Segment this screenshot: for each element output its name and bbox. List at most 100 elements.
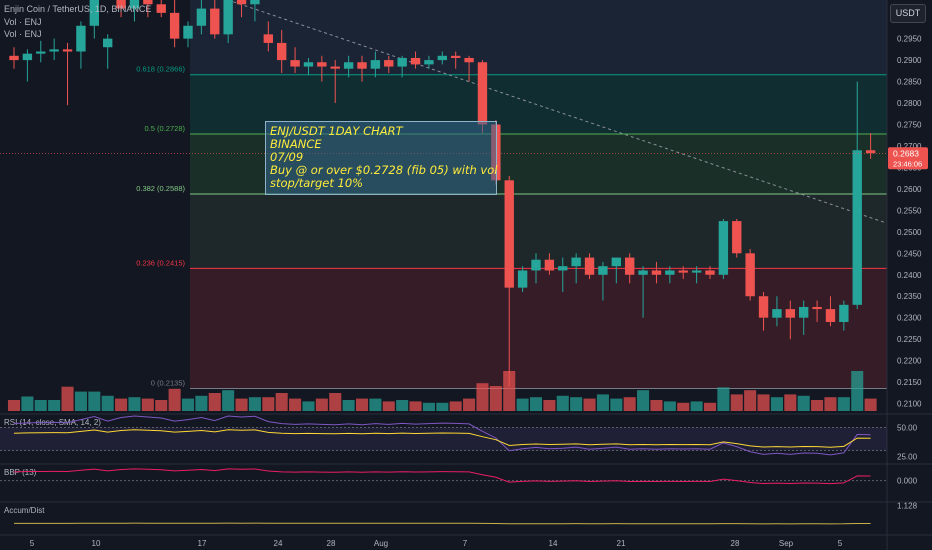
indicator-line-2 [13,522,871,525]
candle-body-11 [156,4,166,13]
candle-body-1 [22,53,33,61]
time-tick-11: 5 [838,539,843,548]
volume-bar-40 [543,400,556,411]
candle-body-42 [571,257,581,267]
candle-body-34 [464,57,474,63]
volume-bar-61 [824,397,837,411]
candle-body-52 [705,270,715,275]
fib-label-0: 0.618 (0.2866) [136,65,185,74]
annotation-line-1: ENJ/USDT 1DAY CHART [270,124,403,138]
candle-body-26 [357,62,367,69]
candle-body-56 [758,296,769,318]
volume-bar-56 [757,394,770,411]
candle-body-58 [785,309,795,318]
volume-bar-14 [195,395,208,411]
candle-body-9 [129,0,140,9]
candle-body-32 [437,55,447,61]
currency-button[interactable]: USDT [890,4,926,23]
volume-bar-55 [744,390,757,411]
price-axis-bg [887,0,932,550]
last-price-value: 0.2683 [893,148,919,158]
candle-body-28 [384,60,394,67]
volume-bar-30 [409,401,422,411]
fib-label-3: 0.236 (0.2415) [136,258,185,267]
volume-bar-62 [837,397,850,411]
candle-body-2 [36,51,46,54]
candle-body-59 [799,306,809,318]
time-tick-8: 21 [617,539,626,548]
volume-bar-33 [449,401,462,411]
indicator-line-0 [13,415,871,456]
candle-body-46 [625,257,635,275]
candle-body-3 [49,49,59,52]
candle-body-53 [718,221,729,275]
fib-label-1: 0.5 (0.2728) [145,124,186,133]
candle-body-6 [89,0,99,26]
volume-bar-9 [128,397,141,411]
candle-body-13 [183,25,193,39]
candle-body-38 [517,270,528,288]
rsi-band [0,427,887,451]
volume-bar-16 [222,390,235,411]
price-tick-1: 0.2950 [897,35,922,44]
candle-body-35 [477,62,488,125]
volume-bar-28 [382,401,395,411]
volume-legend-2[interactable]: Vol · ENJ [4,29,42,39]
time-tick-7: 14 [549,539,558,548]
candle-body-17 [236,0,247,5]
volume-bar-42 [570,397,583,411]
price-tick-3: 0.2850 [897,78,922,87]
price-tick-4: 0.2800 [897,99,922,108]
candle-body-62 [839,304,849,322]
candle-body-5 [76,25,86,52]
indicator-title-1: BBP (13) [4,468,37,477]
candle-body-0 [9,55,19,61]
volume-bar-22 [302,401,315,411]
candle-body-16 [223,0,233,35]
price-tick-15: 0.2250 [897,335,922,344]
candle-body-20 [277,42,287,61]
volume-bar-17 [235,398,248,411]
volume-legend-1[interactable]: Vol · ENJ [4,17,42,27]
price-tick-2: 0.2900 [897,56,922,65]
time-tick-2: 17 [198,539,207,548]
volume-bar-54 [730,394,743,411]
volume-bar-26 [355,398,369,411]
volume-bar-43 [583,398,596,411]
volume-bar-20 [275,393,288,411]
volume-bar-63 [851,371,864,411]
chart-annotation[interactable]: ENJ/USDT 1DAY CHART BINANCE 07/09 Buy @ … [265,121,497,195]
candle-body-44 [598,266,608,275]
volume-bar-47 [637,390,650,411]
volume-bar-57 [770,397,783,411]
time-tick-10: Sep [779,539,794,548]
volume-bar-46 [623,397,636,411]
price-tick-8: 0.2600 [897,185,922,194]
candle-body-18 [250,0,260,5]
candle-body-22 [303,62,314,67]
candle-body-60 [812,306,822,310]
volume-bar-51 [690,401,703,411]
annotation-line-3: 07/09 [270,150,304,164]
time-tick-9: 28 [731,539,740,548]
price-tick-9: 0.2550 [897,206,922,215]
indicator-1-tick-0: 0.000 [897,477,918,486]
candle-body-29 [397,57,407,67]
candle-body-15 [210,8,220,35]
volume-bar-49 [663,401,676,411]
time-tick-0: 5 [30,539,35,548]
volume-bar-39 [529,397,543,411]
volume-bar-59 [797,395,810,411]
last-price-badge [888,147,928,170]
volume-bar-34 [463,398,476,411]
volume-bar-23 [315,398,328,411]
candle-body-21 [290,60,300,67]
candle-body-4 [62,49,73,52]
volume-bar-13 [181,398,195,411]
volume-bar-19 [262,397,275,411]
candle-body-57 [772,309,782,318]
candle-body-23 [317,62,327,67]
time-tick-4: 28 [327,539,336,548]
volume-bar-44 [596,394,609,411]
